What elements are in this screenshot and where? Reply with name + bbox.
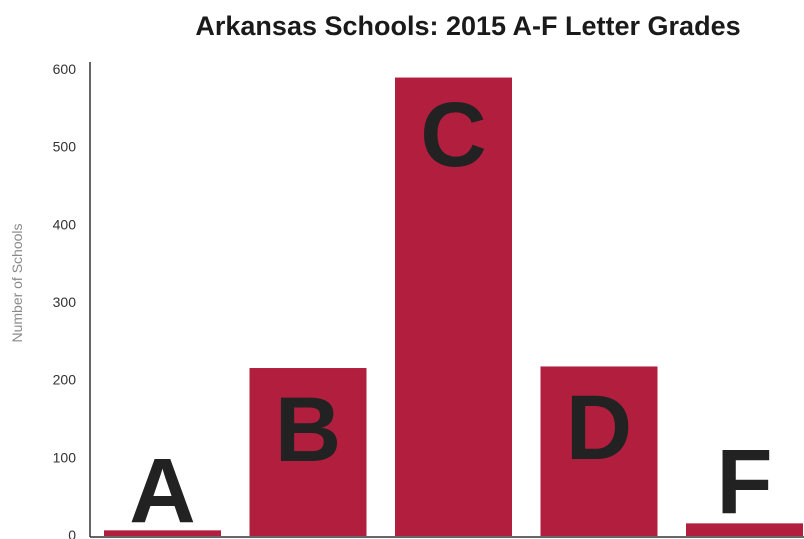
- y-tick-label: 200: [53, 372, 77, 388]
- y-tick-label: 400: [53, 216, 77, 232]
- grade-label-a: A: [129, 440, 195, 539]
- y-tick-label: 100: [53, 449, 77, 465]
- y-tick-label: 600: [53, 61, 77, 77]
- bars-group: [104, 77, 803, 536]
- grade-labels-group: AB C DF: [129, 84, 772, 539]
- bar-a: [104, 530, 221, 536]
- y-axis-ticks: 0 100 200 300 400 500 600: [53, 61, 77, 539]
- grade-label-b: B: [275, 379, 341, 481]
- y-tick-label: 500: [53, 139, 77, 155]
- grade-label-d: D: [566, 377, 632, 479]
- y-tick-label: 0: [68, 527, 76, 539]
- bar-f: [686, 523, 803, 536]
- chart-title: Arkansas Schools: 2015 A-F Letter Grades: [195, 11, 740, 41]
- grade-label-c: C: [420, 84, 486, 186]
- bar-c: [395, 77, 512, 536]
- y-axis-label: Number of Schools: [9, 223, 25, 342]
- y-tick-label: 300: [53, 294, 77, 310]
- bar-d: [540, 366, 658, 536]
- bar-b: [249, 368, 367, 536]
- grade-label-f: F: [716, 431, 772, 533]
